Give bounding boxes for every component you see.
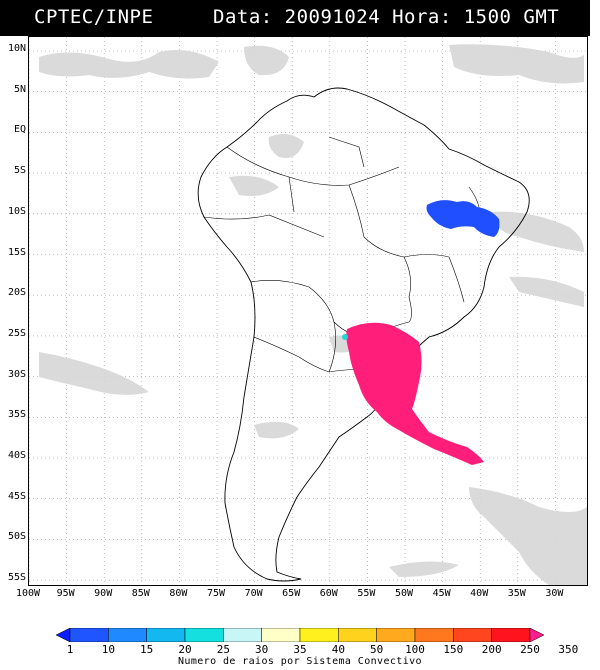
colorbar-swatch [146, 628, 186, 642]
map-panel [28, 36, 588, 586]
convective-system-south [346, 322, 484, 465]
colorbar-tick-label: 200 [481, 643, 502, 656]
lat-label: 35S [7, 409, 26, 421]
lon-label: 85W [131, 588, 150, 599]
source-label: CPTEC/INPE [34, 6, 154, 28]
colorbar-tick-label: 40 [331, 643, 345, 656]
colorbar-swatch [491, 628, 531, 642]
lat-label: 30S [7, 368, 26, 380]
lon-label: 30W [545, 588, 564, 599]
colorbar [56, 628, 544, 642]
lon-label: 75W [206, 588, 226, 599]
colorbar-tick-label: 350 [558, 643, 579, 656]
lat-label: 45S [7, 490, 26, 502]
lat-label: 50S [7, 531, 26, 543]
colorbar-tick-label: 35 [293, 643, 307, 656]
lat-label: 20S [7, 287, 26, 299]
lon-label: 60W [319, 588, 338, 599]
colorbar-swatch [56, 628, 71, 642]
lat-label: 15S [7, 246, 26, 258]
lat-label: 40S [7, 450, 26, 461]
colorbar-swatch [299, 628, 339, 642]
colorbar-swatch [338, 628, 377, 642]
lon-label: 35W [507, 588, 526, 599]
lon-label: 50W [394, 588, 414, 599]
colorbar-swatch [223, 628, 262, 642]
colorbar-swatch [376, 628, 416, 642]
colorbar-swatch [184, 628, 224, 642]
lon-label: 90W [94, 588, 113, 599]
lon-label: 70W [244, 588, 263, 599]
colorbar-tick-label: 25 [216, 643, 230, 656]
coastline [197, 87, 530, 582]
cloud-layer [39, 44, 587, 585]
colorbar-swatch [69, 628, 109, 642]
colorbar-caption: Numero de raios por Sistema Convectivo [178, 656, 422, 667]
lon-label: 65W [282, 588, 301, 599]
colorbar-tick-label: 50 [370, 643, 384, 656]
colorbar-swatch [108, 628, 147, 642]
colorbar-tick-label: 20 [178, 643, 192, 656]
lon-label: 80W [169, 588, 188, 599]
colorbar-tick-label: 30 [255, 643, 269, 656]
lat-label: 10S [7, 205, 26, 217]
lat-label: 5N [13, 83, 26, 95]
colorbar-swatch [261, 628, 301, 642]
map-canvas [29, 37, 587, 585]
country-borders [203, 136, 481, 373]
lon-label: 55W [357, 588, 376, 599]
lat-label: 10N [7, 43, 26, 54]
colorbar-tick-label: 250 [520, 643, 540, 656]
colorbar-tick-label: 150 [443, 643, 464, 656]
lon-label: 95W [56, 588, 75, 599]
colorbar-swatch [453, 628, 492, 642]
lon-label: 40W [470, 588, 489, 599]
colorbar-tick-label: 10 [101, 643, 115, 656]
lat-label: 5S [13, 165, 26, 177]
lat-label: 55S [7, 572, 26, 584]
lat-label: EQ [13, 124, 26, 136]
lon-label: 45W [432, 588, 451, 599]
convective-system-bahia [426, 200, 500, 237]
colorbar-tick-label: 1 [66, 643, 74, 656]
datetime-label: Data: 20091024 Hora: 1500 GMT [213, 6, 560, 28]
lon-label: 100W [15, 588, 41, 599]
lat-label: 25S [7, 327, 26, 339]
colorbar-tick-label: 100 [405, 643, 425, 656]
colorbar-swatch [529, 628, 544, 642]
colorbar-swatch [414, 628, 454, 642]
title-bar: CPTEC/INPE Data: 20091024 Hora: 1500 GMT [0, 0, 590, 36]
convective-system-paraguay [342, 334, 348, 340]
colorbar-tick-label: 15 [140, 643, 154, 656]
